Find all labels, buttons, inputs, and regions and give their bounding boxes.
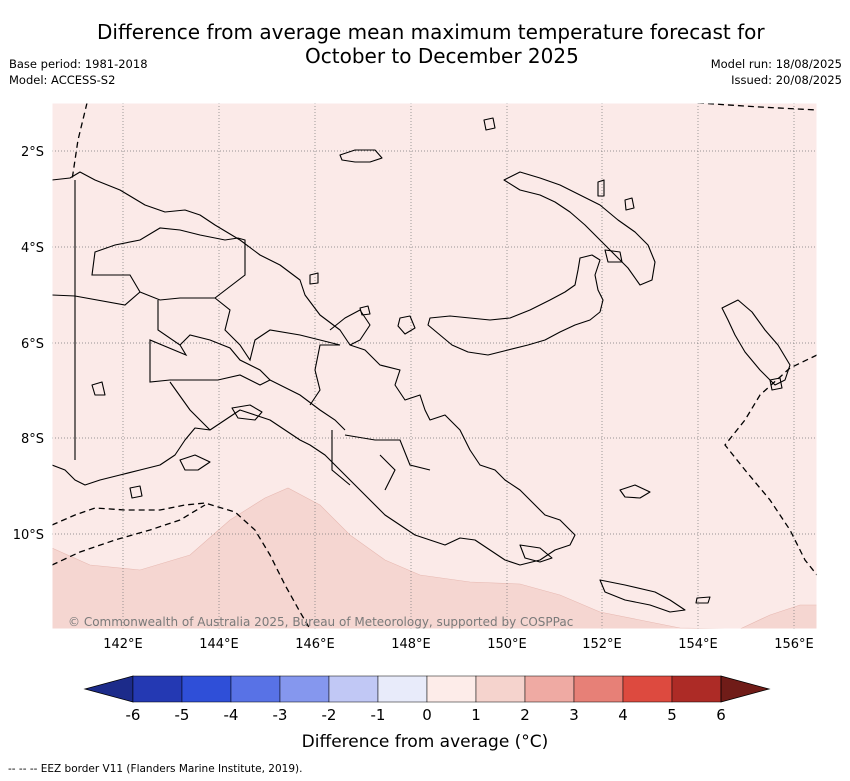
colorbar-segment xyxy=(426,675,477,703)
lon-label: 148°E xyxy=(391,637,431,652)
colorbar-extension-low xyxy=(83,675,134,703)
lat-label: 2°S xyxy=(21,145,44,160)
colorbar-tick: 5 xyxy=(667,706,677,724)
colorbar-segment xyxy=(279,675,330,703)
lat-label: 6°S xyxy=(21,337,44,352)
colorbar-segment xyxy=(377,675,428,703)
graticule xyxy=(52,103,817,629)
lon-label: 142°E xyxy=(103,637,143,652)
lon-label: 150°E xyxy=(487,637,527,652)
title-line-1: Difference from average mean maximum tem… xyxy=(97,20,765,44)
colorbar-segment xyxy=(132,675,183,703)
copyright-text: © Commonwealth of Australia 2025, Bureau… xyxy=(68,615,573,629)
colorbar-tick-labels: -6 -5 -4 -3 -2 -1 0 1 2 3 4 5 6 xyxy=(126,706,726,724)
issued-date: Issued: 20/08/2025 xyxy=(731,73,842,87)
colorbar-segment xyxy=(181,675,232,703)
coastlines xyxy=(52,117,791,613)
lon-label: 152°E xyxy=(582,637,622,652)
colorbar-segment xyxy=(573,675,624,703)
colorbar-tick: 0 xyxy=(422,706,432,724)
base-period: Base period: 1981-2018 xyxy=(9,57,148,71)
colorbar-tick: -4 xyxy=(224,706,239,724)
model-run: Model run: 18/08/2025 xyxy=(710,57,842,71)
colorbar-segment xyxy=(328,675,379,703)
lat-labels: 2°S 4°S 6°S 8°S 10°S xyxy=(13,145,44,543)
colorbar-tick: -5 xyxy=(175,706,190,724)
colorbar-segment xyxy=(671,675,722,703)
meta-right: Model run: 18/08/2025 Issued: 20/08/2025 xyxy=(711,56,842,88)
colorbar-tick: -2 xyxy=(322,706,337,724)
colorbar-tick: -6 xyxy=(126,706,141,724)
eez-borders xyxy=(52,103,817,629)
colorbar xyxy=(83,675,771,703)
colorbar-label: Difference from average (°C) xyxy=(301,732,549,752)
colorbar-tick: -1 xyxy=(371,706,386,724)
map-background xyxy=(52,103,817,629)
lat-label: 8°S xyxy=(21,432,44,447)
colorbar-segment xyxy=(475,675,526,703)
colorbar-tick: 2 xyxy=(520,706,530,724)
colorbar-tick: 6 xyxy=(716,706,726,724)
colorbar-tick: -3 xyxy=(273,706,288,724)
colorbar-segment xyxy=(524,675,575,703)
meta-left: Base period: 1981-2018 Model: ACCESS-S2 xyxy=(9,56,148,88)
lon-label: 156°E xyxy=(774,637,814,652)
colorbar-segment xyxy=(622,675,673,703)
model-name: Model: ACCESS-S2 xyxy=(9,73,116,87)
colorbar-segment xyxy=(230,675,281,703)
lon-label: 144°E xyxy=(199,637,239,652)
title-line-2: October to December 2025 xyxy=(305,44,579,68)
colorbar-tick: 4 xyxy=(618,706,628,724)
lon-label: 154°E xyxy=(678,637,718,652)
lon-labels: 142°E 144°E 146°E 148°E 150°E 152°E 154°… xyxy=(103,637,814,652)
colorbar-tick: 3 xyxy=(569,706,579,724)
colorbar-extension-high xyxy=(720,675,771,703)
provincial-borders xyxy=(52,180,431,491)
colorbar-tick: 1 xyxy=(471,706,481,724)
anomaly-band-0-1 xyxy=(52,487,817,629)
lon-label: 146°E xyxy=(295,637,335,652)
eez-legend-note: -- -- -- EEZ border V11 (Flanders Marine… xyxy=(8,763,303,775)
map-frame xyxy=(51,102,818,630)
lat-label: 4°S xyxy=(21,241,44,256)
lat-label: 10°S xyxy=(13,528,44,543)
